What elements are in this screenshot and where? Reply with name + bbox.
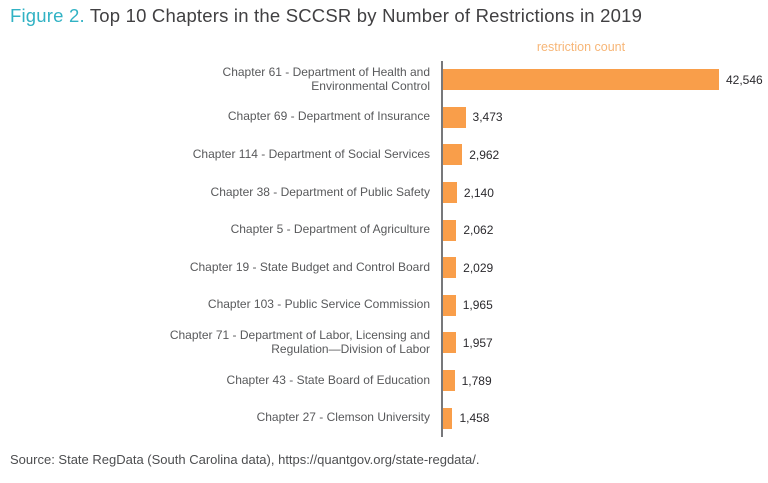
chart-row: Chapter 69 - Department of Insurance 3,47… [0,98,768,137]
figure-title: Figure 2. Top 10 Chapters in the SCCSR b… [10,5,642,27]
category-label: Chapter 19 - State Budget and Control Bo… [189,259,430,274]
bar-zone: 3,473 [441,98,768,137]
figure-title-prefix: Figure 2. [10,5,85,26]
value-label: 42,546 [726,72,763,87]
chart-row: Chapter 103 - Public Service Commission 1… [0,286,768,325]
bar [443,182,457,204]
bar-chart: Chapter 61 - Department of Health and En… [0,61,768,437]
value-label: 1,957 [462,335,493,350]
chart-row: Chapter 19 - State Budget and Control Bo… [0,248,768,287]
value-label: 2,062 [463,223,494,238]
category-label: Chapter 103 - Public Service Commission [207,297,430,312]
bar [443,106,466,128]
chart-row: Chapter 61 - Department of Health and En… [0,61,768,99]
figure-title-text: Top 10 Chapters in the SCCSR by Number o… [84,5,643,26]
value-label: 1,789 [461,373,492,388]
bar-zone: 1,957 [441,324,768,362]
bar-zone: 2,029 [441,248,768,287]
chart-row: Chapter 38 - Department of Public Safety… [0,173,768,212]
category-label: Chapter 27 - Clemson University [256,410,430,425]
bar [443,144,463,166]
bar [443,407,453,429]
bar [443,69,719,91]
value-label: 3,473 [472,110,503,125]
chart-row: Chapter 43 - State Board of Education 1,7… [0,361,768,400]
value-label: 1,458 [459,411,490,426]
category-label: Chapter 71 - Department of Labor, Licens… [169,328,430,356]
legend-restriction-count: restriction count [536,40,626,54]
bar [443,370,455,392]
chart-row: Chapter 27 - Clemson University 1,458 [0,399,768,437]
chart-row: Chapter 71 - Department of Labor, Licens… [0,324,768,362]
bar [443,332,456,354]
bar-zone: 1,965 [441,286,768,325]
value-label: 2,029 [463,260,494,275]
bar-zone: 2,140 [441,173,768,212]
value-label: 1,965 [462,298,493,313]
bar [443,257,457,279]
bar [443,294,456,316]
source-note: Source: State RegData (South Carolina da… [10,452,480,467]
bar-zone: 42,546 [441,61,768,99]
category-label: Chapter 43 - State Board of Education [226,372,430,387]
category-label: Chapter 69 - Department of Insurance [227,109,430,124]
bar [443,219,457,241]
category-label: Chapter 114 - Department of Social Servi… [192,147,430,162]
chart-row: Chapter 114 - Department of Social Servi… [0,136,768,174]
bar-zone: 2,962 [441,136,768,174]
bar-zone: 2,062 [441,211,768,249]
bar-zone: 1,458 [441,399,768,437]
value-label: 2,962 [469,147,500,162]
chart-row: Chapter 5 - Department of Agriculture 2,0… [0,211,768,249]
category-label: Chapter 61 - Department of Health and En… [222,64,430,93]
value-label: 2,140 [463,185,494,200]
bar-zone: 1,789 [441,361,768,400]
category-label: Chapter 5 - Department of Agriculture [230,222,430,237]
category-label: Chapter 38 - Department of Public Safety [210,184,430,199]
